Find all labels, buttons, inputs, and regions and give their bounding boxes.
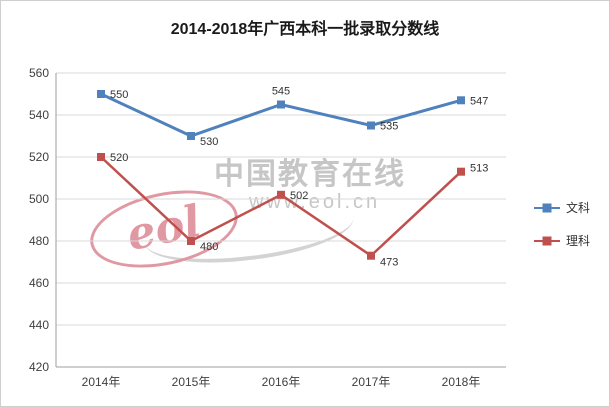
data-point-marker — [97, 90, 105, 98]
data-label: 547 — [470, 95, 488, 107]
data-point-marker — [277, 190, 285, 199]
y-tick-label: 540 — [29, 108, 49, 122]
x-tick-label: 2015年 — [172, 375, 211, 389]
x-tick-label: 2017年 — [352, 375, 391, 389]
data-label: 520 — [110, 152, 128, 164]
data-label: 530 — [200, 136, 218, 148]
data-point-marker — [457, 96, 465, 105]
data-point-marker — [367, 121, 375, 130]
legend: 文科 理科 — [534, 199, 590, 265]
data-label: 513 — [470, 163, 488, 175]
data-point-marker — [367, 251, 375, 260]
data-label: 473 — [380, 257, 398, 269]
data-label: 502 — [290, 190, 308, 202]
data-point-marker — [187, 237, 195, 245]
data-label: 535 — [380, 121, 398, 133]
data-point-marker — [457, 167, 465, 176]
legend-label-like: 理科 — [566, 234, 591, 248]
data-point-marker — [187, 132, 195, 140]
y-tick-label: 560 — [29, 66, 49, 80]
y-tick-label: 520 — [29, 150, 49, 164]
data-label: 480 — [200, 241, 218, 253]
y-tick-label: 440 — [29, 318, 49, 332]
y-tick-label: 460 — [29, 276, 49, 290]
x-tick-label: 2016年 — [262, 375, 301, 389]
data-point-marker — [97, 153, 105, 161]
y-tick-label: 420 — [29, 360, 49, 374]
x-tick-label: 2018年 — [442, 375, 481, 389]
data-label: 550 — [110, 89, 128, 101]
legend-marker-line-square-blue — [534, 203, 560, 212]
data-point-marker — [277, 100, 285, 109]
legend-marker-line-square-red — [534, 236, 560, 245]
chart-title: 2014-2018年广西本科一批录取分数线 — [170, 21, 440, 38]
x-tick-label: 2014年 — [82, 375, 121, 389]
data-label: 545 — [272, 86, 290, 98]
y-tick-label: 480 — [29, 234, 49, 248]
y-tick-label: 500 — [29, 192, 49, 206]
legend-item-like: 理科 — [534, 232, 590, 249]
legend-item-wenke: 文科 — [534, 199, 590, 216]
legend-label-wenke: 文科 — [566, 201, 591, 215]
